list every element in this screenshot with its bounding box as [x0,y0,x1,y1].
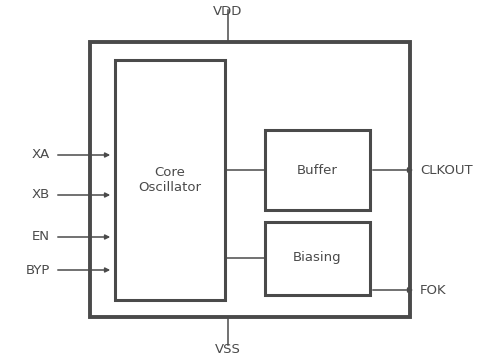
Bar [265,130,370,210]
Text: BYP: BYP [26,264,50,276]
Text: VSS: VSS [215,343,241,356]
Text: XB: XB [32,188,50,201]
Text: EN: EN [32,230,50,243]
Text: Core
Oscillator: Core Oscillator [138,166,202,194]
Text: FOK: FOK [420,284,446,297]
Bar [90,42,410,317]
Text: XA: XA [32,149,50,162]
Bar [115,60,225,300]
Text: CLKOUT: CLKOUT [420,163,472,177]
Text: VDD: VDD [214,5,242,18]
Bar [265,222,370,295]
Text: Biasing: Biasing [292,252,342,265]
Text: Buffer: Buffer [296,163,338,177]
